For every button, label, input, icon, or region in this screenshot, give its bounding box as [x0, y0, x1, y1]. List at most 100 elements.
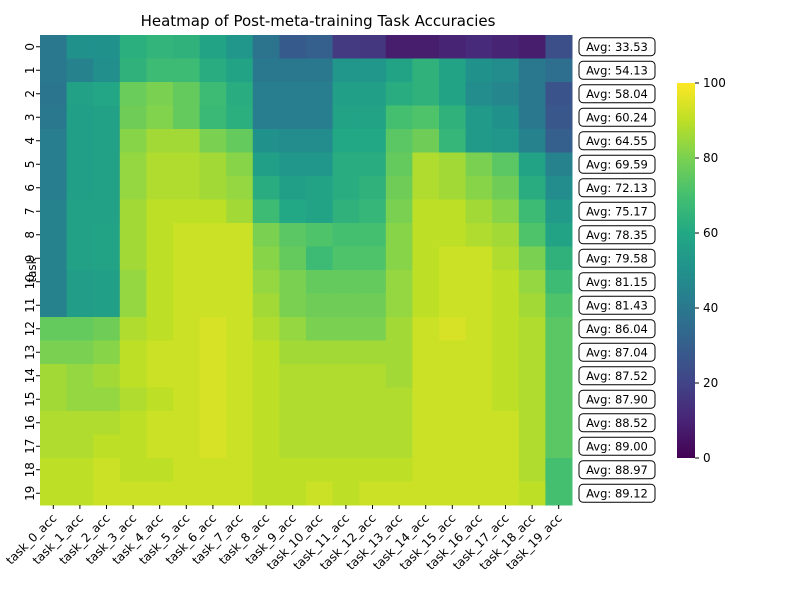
heatmap-cell — [119, 434, 147, 459]
heatmap-cell — [545, 458, 573, 482]
heatmap-cell — [332, 223, 360, 247]
heatmap-cell — [226, 434, 254, 459]
heatmap-cell — [66, 317, 94, 341]
heatmap-cell — [518, 152, 546, 177]
row-average-box — [578, 483, 656, 503]
heatmap-cell — [545, 246, 573, 271]
heatmap-cell — [518, 481, 546, 506]
row-average-label: Avg: 89.12 — [586, 486, 648, 500]
heatmap-cell — [119, 176, 147, 200]
heatmap-cell — [465, 35, 493, 59]
row-average-box — [578, 84, 656, 104]
heatmap-cell — [40, 340, 68, 365]
heatmap-cell — [252, 82, 280, 106]
heatmap-cell — [93, 129, 121, 153]
row-average-box — [578, 413, 656, 433]
row-average-box — [578, 389, 656, 409]
heatmap-cell — [93, 105, 121, 130]
row-average-box — [578, 225, 656, 245]
heatmap-cell — [439, 270, 467, 294]
heatmap-cell — [93, 58, 121, 83]
heatmap-cell — [332, 129, 360, 153]
heatmap-cell — [492, 152, 520, 177]
heatmap-cell — [385, 129, 413, 153]
heatmap-cell — [545, 411, 573, 435]
heatmap-cell — [119, 199, 147, 224]
heatmap-cell — [465, 223, 493, 247]
heatmap-cell — [279, 434, 307, 459]
heatmap-cell — [40, 458, 68, 482]
heatmap-cell — [173, 105, 201, 130]
heatmap-cell — [173, 434, 201, 459]
heatmap-cell — [119, 317, 147, 341]
heatmap-cell — [545, 176, 573, 200]
heatmap-cell — [252, 246, 280, 271]
heatmap-cell — [359, 199, 387, 224]
heatmap-cell — [226, 58, 254, 83]
heatmap-cell — [66, 129, 94, 153]
heatmap-cell — [492, 411, 520, 435]
heatmap-cell — [545, 434, 573, 459]
heatmap-cell — [279, 82, 307, 106]
heatmap-cell — [518, 35, 546, 59]
heatmap-cell — [465, 458, 493, 482]
heatmap-cell — [173, 82, 201, 106]
heatmap-cell — [93, 458, 121, 482]
heatmap-cell — [279, 364, 307, 388]
heatmap-cell — [173, 152, 201, 177]
heatmap-cell — [518, 293, 546, 318]
heatmap-cell — [412, 481, 440, 506]
heatmap-cell — [279, 293, 307, 318]
heatmap-cell — [439, 129, 467, 153]
heatmap-cell — [412, 152, 440, 177]
heatmap-cell — [332, 458, 360, 482]
heatmap-cell — [332, 387, 360, 412]
row-average-label: Avg: 87.90 — [586, 392, 648, 406]
heatmap-cell — [66, 199, 94, 224]
heatmap-cell — [518, 270, 546, 294]
heatmap-cell — [173, 270, 201, 294]
heatmap-cell — [465, 481, 493, 506]
colorbar-gradient — [677, 83, 695, 458]
heatmap-cell — [40, 387, 68, 412]
heatmap-cell — [279, 340, 307, 365]
heatmap-cell — [545, 35, 573, 59]
heatmap-cell — [439, 176, 467, 200]
heatmap-cell — [385, 105, 413, 130]
heatmap-cell — [385, 364, 413, 388]
heatmap-cell — [545, 129, 573, 153]
colorbar-tick-label: 60 — [703, 226, 718, 240]
heatmap-cell — [545, 340, 573, 365]
heatmap-cell — [252, 152, 280, 177]
heatmap-cell — [146, 176, 174, 200]
heatmap-cell — [199, 199, 227, 224]
heatmap-cell — [93, 223, 121, 247]
heatmap-cell — [385, 199, 413, 224]
heatmap-cell — [199, 387, 227, 412]
row-average-box — [578, 201, 656, 221]
heatmap-cell — [465, 199, 493, 224]
heatmap-cell — [279, 481, 307, 506]
heatmap-cell — [279, 458, 307, 482]
heatmap-cell — [66, 223, 94, 247]
heatmap-cell — [332, 340, 360, 365]
heatmap-cell — [492, 82, 520, 106]
heatmap-cell — [412, 317, 440, 341]
heatmap-cell — [306, 129, 334, 153]
heatmap-cell — [412, 35, 440, 59]
heatmap-cell — [252, 58, 280, 83]
heatmap-cell — [252, 411, 280, 435]
heatmap-cell — [545, 481, 573, 506]
heatmap-cell — [412, 105, 440, 130]
row-average-label: Avg: 64.55 — [586, 134, 648, 148]
heatmap-cell — [226, 293, 254, 318]
heatmap-cell — [146, 223, 174, 247]
heatmap-cell — [465, 82, 493, 106]
heatmap-cell — [173, 317, 201, 341]
heatmap-cell — [306, 223, 334, 247]
heatmap-cell — [66, 387, 94, 412]
heatmap-cell — [306, 105, 334, 130]
heatmap-cell — [306, 35, 334, 59]
heatmap-cell — [252, 35, 280, 59]
heatmap-cell — [465, 364, 493, 388]
